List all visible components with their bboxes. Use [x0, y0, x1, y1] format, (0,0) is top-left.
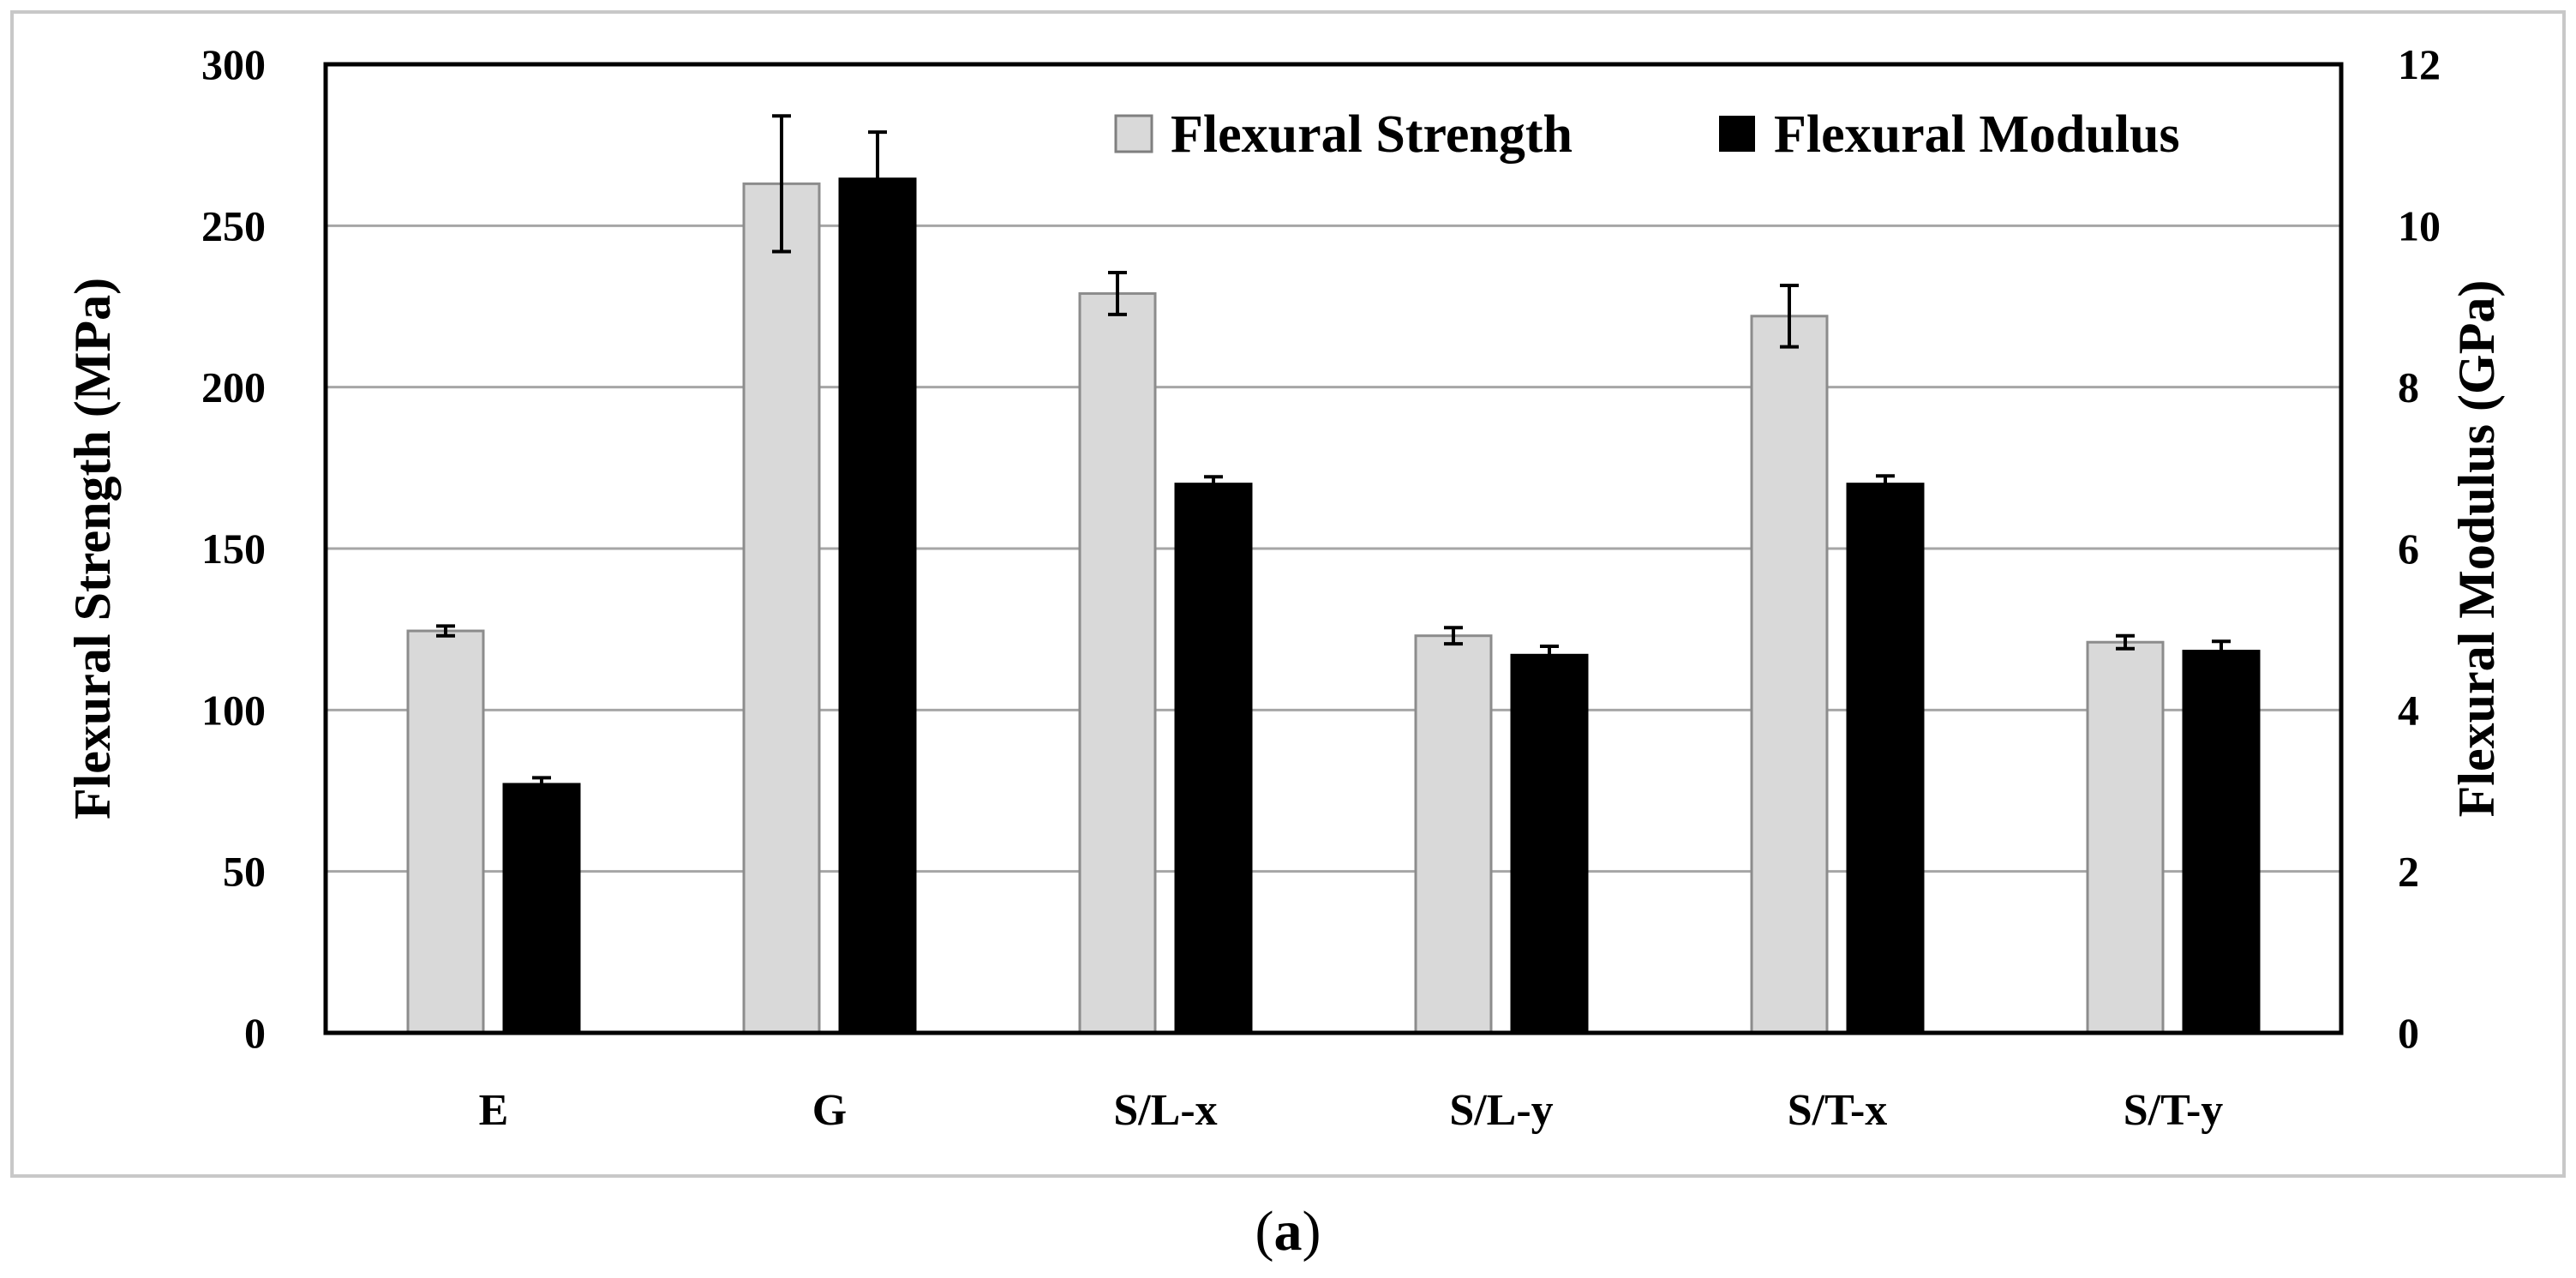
- bar-flexural-modulus: [838, 177, 917, 1035]
- bar-flexural-modulus: [1846, 483, 1925, 1035]
- plot-area: [323, 62, 2344, 1035]
- category-labels: E G S/L-x S/L-y S/T-x S/T-y: [479, 1086, 2224, 1135]
- gridlines: [326, 224, 2341, 873]
- bar-flexural-modulus: [2182, 650, 2261, 1035]
- category-label: S/T-x: [1788, 1086, 1888, 1135]
- bar-flexural-modulus: [1510, 653, 1589, 1035]
- left-tick-label: 0: [244, 1009, 266, 1057]
- right-tick-label: 4: [2398, 686, 2419, 734]
- bar-flexural-modulus: [1174, 483, 1253, 1035]
- category-label: S/T-y: [2124, 1086, 2224, 1135]
- legend-swatch-flexural-modulus: [1719, 116, 1755, 152]
- right-tick-label: 2: [2398, 848, 2419, 896]
- right-axis-title: Flexural Modulus (GPa): [2448, 280, 2505, 818]
- chart-frame: [10, 10, 2566, 1178]
- bar-flexural-strength: [2086, 640, 2165, 1035]
- left-tick-label: 100: [201, 686, 266, 734]
- category-label: S/L-y: [1449, 1086, 1553, 1135]
- left-axis-ticks: 0 50 100 150 200 250 300: [201, 40, 266, 1057]
- category-label: S/L-x: [1113, 1086, 1217, 1135]
- bar-flexural-strength: [1078, 291, 1157, 1035]
- bar-flexural-strength: [1414, 634, 1493, 1035]
- category-label: E: [479, 1086, 509, 1135]
- category-label: G: [812, 1086, 847, 1135]
- left-tick-label: 200: [201, 363, 266, 411]
- right-tick-label: 0: [2398, 1009, 2419, 1057]
- left-tick-label: 50: [223, 848, 266, 896]
- error-bars: [436, 114, 2231, 793]
- left-tick-label: 250: [201, 201, 266, 249]
- left-tick-label: 300: [201, 40, 266, 88]
- legend: Flexural Strength Flexural Modulus: [1114, 105, 2180, 164]
- bar-flexural-strength: [1750, 315, 1829, 1035]
- bar-flexural-strength: [406, 629, 485, 1035]
- legend-label-flexural-strength: Flexural Strength: [1171, 105, 1573, 164]
- left-tick-label: 150: [201, 525, 266, 573]
- left-axis-title: Flexural Strength (MPa): [64, 278, 121, 819]
- figure-caption: (a): [1255, 1200, 1321, 1263]
- bar-flexural-strength: [742, 182, 821, 1035]
- right-tick-label: 12: [2398, 40, 2441, 88]
- legend-label-flexural-modulus: Flexural Modulus: [1774, 105, 2180, 164]
- bars: [406, 177, 2261, 1035]
- right-tick-label: 10: [2398, 201, 2441, 249]
- bar-flexural-modulus: [502, 783, 581, 1035]
- right-axis-ticks: 0 2 4 6 8 10 12: [2398, 40, 2441, 1057]
- right-tick-label: 6: [2398, 525, 2419, 573]
- legend-swatch-flexural-strength: [1114, 114, 1153, 153]
- right-tick-label: 8: [2398, 363, 2419, 411]
